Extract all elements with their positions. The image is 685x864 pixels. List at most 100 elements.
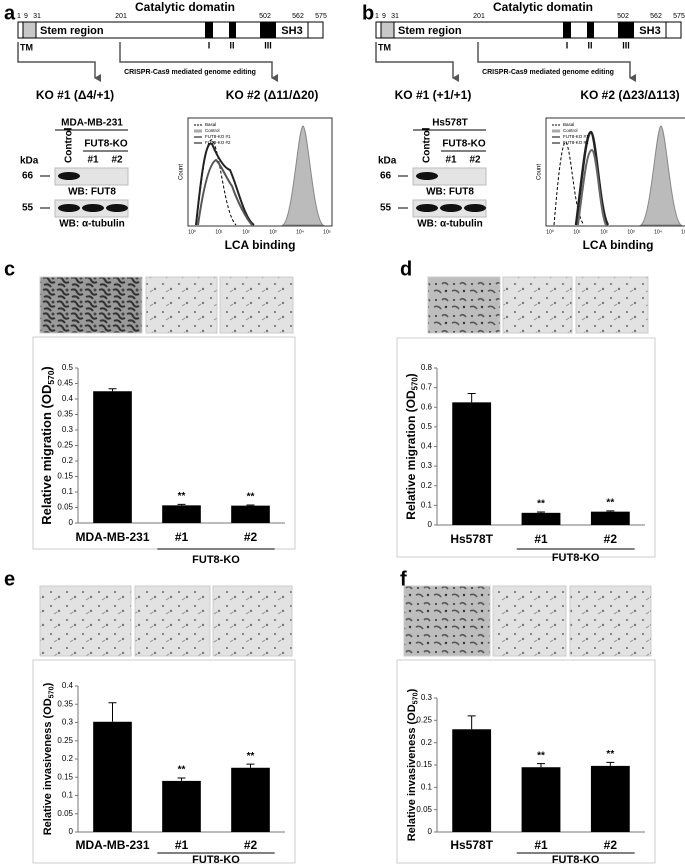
micrograph [502, 276, 573, 334]
y-axis-label-end: ) [406, 688, 418, 692]
position-label: 9 [382, 13, 386, 20]
position-label: 31 [33, 13, 41, 20]
editing-label: CRISPR-Cas9 mediated genome editing [124, 69, 256, 76]
position-label: 1 [375, 13, 379, 20]
y-tick-label: 0.35 [57, 410, 73, 419]
panel-label: c [4, 258, 15, 280]
motif-block [563, 22, 571, 38]
kda-marker: 66 [380, 171, 392, 182]
blot-label: WB: α-tubulin [59, 219, 125, 230]
y-tick-label: 0.25 [416, 715, 432, 724]
error-bar [606, 761, 615, 766]
x-tick-label: #2 [604, 532, 618, 546]
blot-band [106, 204, 128, 212]
y-tick-label: 0.4 [421, 442, 433, 451]
flow-ylabel: Count [537, 164, 543, 180]
y-axis-label-sub: 570 [47, 686, 55, 698]
y-axis-label-text: Relative migration (OD [39, 385, 54, 525]
position-label: 502 [617, 13, 629, 20]
blot-band [440, 204, 462, 212]
flow-xtick: 10⁵ [681, 229, 685, 235]
chart-frame [396, 659, 656, 864]
error-bar [177, 777, 186, 781]
bar [93, 391, 132, 523]
flow-ko2 [577, 148, 607, 226]
group-label: FUT8-KO [552, 552, 600, 564]
y-tick-label: 0.05 [57, 809, 73, 818]
micrograph [212, 585, 293, 657]
y-tick-label: 0.2 [62, 754, 74, 763]
lane-label: Control [64, 127, 75, 163]
y-axis-label: Relative invasiveness (OD570) [406, 688, 419, 841]
bar [93, 721, 132, 832]
bar [231, 767, 270, 832]
x-tick-label: MDA-MB-231 [75, 838, 149, 852]
y-tick-label: 0.2 [421, 738, 433, 747]
micrograph [145, 276, 218, 334]
significance: ** [247, 751, 255, 762]
flow-xtick: 10⁴ [296, 229, 304, 235]
y-tick-label: 0.8 [421, 363, 433, 372]
blot [412, 167, 487, 186]
bar [590, 511, 630, 525]
kda-marker: 66 [22, 171, 34, 182]
y-tick-label: 0.2 [62, 456, 74, 465]
tm-label: TM [20, 42, 33, 52]
motif-block [229, 22, 236, 38]
legend-label: FUT8-KO #2 [205, 140, 231, 145]
y-tick-label: 0.5 [421, 422, 433, 431]
error-bar [467, 393, 476, 403]
significance: ** [606, 498, 614, 509]
flow-xtick: 10⁰ [546, 229, 554, 235]
flow-xlabel: LCA binding [225, 238, 296, 252]
motif-label: III [622, 40, 630, 50]
protein-bar [17, 21, 324, 39]
y-axis-label: Relative migration (OD570) [404, 373, 419, 519]
blot-label: WB: FUT8 [68, 187, 116, 198]
x-tick-label: #1 [534, 838, 548, 852]
position-label: 201 [473, 13, 485, 20]
flow-xtick: 10¹ [215, 229, 223, 235]
error-bar [467, 715, 476, 730]
y-tick-label: 0.3 [62, 718, 74, 727]
y-tick-label: 0.3 [421, 461, 433, 470]
panel-label: f [400, 568, 407, 590]
y-tick-label: 0.05 [57, 503, 73, 512]
flow-xtick: 10³ [627, 229, 635, 235]
blot-band [416, 172, 438, 180]
ko-label: KO #2 (Δ23/Δ113) [580, 88, 679, 102]
y-axis-label-text: Relative migration (OD [404, 390, 418, 520]
y-axis-label-end: ) [39, 366, 54, 370]
blot-band [58, 172, 80, 180]
group-label: FUT8-KO [192, 854, 240, 864]
error-bar [108, 702, 117, 722]
lane-label: Control [422, 127, 433, 163]
flow-ko1 [195, 142, 255, 226]
y-axis-label-text: Relative invasiveness (OD [406, 704, 418, 841]
arrow [17, 42, 101, 82]
y-axis-label: Relative invasiveness (OD570) [42, 682, 55, 835]
error-bar [537, 511, 545, 513]
micrograph [575, 276, 649, 334]
error-bar [108, 388, 117, 392]
arrow [477, 42, 636, 82]
y-tick-label: 0.15 [57, 472, 73, 481]
flow-control [639, 125, 683, 226]
motif-block [618, 22, 634, 38]
flow-basal [195, 139, 237, 226]
arrow [375, 42, 459, 82]
panel-label: b [362, 2, 374, 24]
x-tick-label: #1 [175, 530, 189, 544]
significance: ** [537, 499, 545, 510]
bar [452, 402, 492, 525]
y-tick-label: 0.4 [62, 394, 74, 403]
ko-label: KO #1 (Δ4/+1) [36, 88, 114, 102]
y-tick-label: 0.3 [62, 425, 74, 434]
y-tick-label: 0.35 [57, 699, 73, 708]
sh3-label: SH3 [281, 25, 302, 37]
significance: ** [178, 491, 186, 502]
micrograph [427, 276, 501, 334]
significance: ** [178, 765, 186, 776]
kda-marker: 55 [22, 203, 34, 214]
